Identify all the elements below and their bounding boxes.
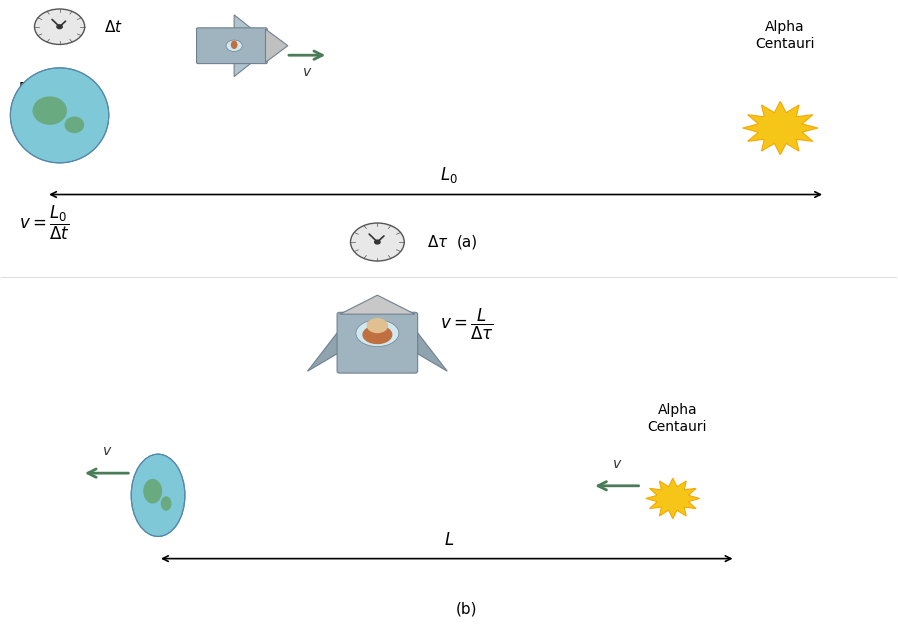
Circle shape [57,25,62,29]
Polygon shape [743,101,818,155]
Text: $v$: $v$ [303,66,313,80]
FancyBboxPatch shape [197,28,268,64]
Ellipse shape [144,479,162,504]
Text: (b): (b) [456,602,478,617]
Text: $v = \dfrac{L_0}{\Delta t}$: $v = \dfrac{L_0}{\Delta t}$ [19,204,70,242]
Text: $v$: $v$ [101,444,112,458]
Ellipse shape [161,496,172,511]
Polygon shape [234,62,252,76]
Ellipse shape [362,325,392,344]
Circle shape [350,223,404,261]
Text: $\Delta\tau$: $\Delta\tau$ [427,234,448,250]
Text: Alpha
Centauri: Alpha Centauri [647,403,707,434]
Polygon shape [266,29,288,62]
Polygon shape [646,478,700,519]
Text: $v = \dfrac{L}{\Delta\tau}$: $v = \dfrac{L}{\Delta\tau}$ [440,307,494,342]
Circle shape [374,240,380,244]
Ellipse shape [32,97,67,125]
Ellipse shape [231,41,237,49]
FancyBboxPatch shape [337,312,418,373]
Ellipse shape [356,320,399,347]
Ellipse shape [65,116,84,133]
Text: $\Delta t$: $\Delta t$ [104,18,123,35]
Text: Earth: Earth [19,81,56,95]
Circle shape [366,318,388,333]
Polygon shape [307,329,339,371]
Polygon shape [415,329,447,371]
Circle shape [226,40,242,52]
Text: $L$: $L$ [444,531,454,549]
Ellipse shape [11,68,109,163]
Text: Alpha
Centauri: Alpha Centauri [755,20,814,51]
Text: (a): (a) [456,235,478,249]
Polygon shape [234,15,252,29]
Text: $L_0$: $L_0$ [440,165,458,185]
Text: $v$: $v$ [612,457,622,471]
Polygon shape [339,295,415,314]
Ellipse shape [131,454,185,536]
Circle shape [34,9,84,45]
